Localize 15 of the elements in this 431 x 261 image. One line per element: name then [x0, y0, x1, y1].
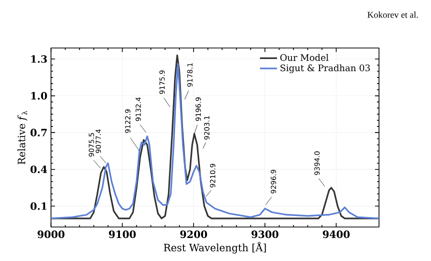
text: Kokorev et al.	[368, 12, 418, 18]
x-tick-label: 9200	[180, 230, 208, 238]
x-tick-label: 9300	[252, 230, 278, 238]
x-tick-label: 9100	[108, 230, 136, 238]
y-tick-label: 0.4	[30, 166, 48, 174]
legend-label: Our Model	[280, 54, 328, 61]
y-tick-label: 0.1	[30, 202, 46, 210]
y-tick-label: 0.7	[30, 128, 47, 136]
x-tick-label: 9400	[322, 230, 350, 238]
x-tick-label: 9000	[38, 230, 64, 238]
x-axis-title: Rest Wavelength [Å]	[164, 242, 266, 254]
y-axis-title: Relative f$_{λ}$	[18, 110, 28, 164]
y-tick-label: 1.0	[31, 92, 48, 100]
y-tick-label: 1.3	[31, 55, 47, 63]
legend-label: Sigut & Pradhan 03	[280, 64, 370, 74]
